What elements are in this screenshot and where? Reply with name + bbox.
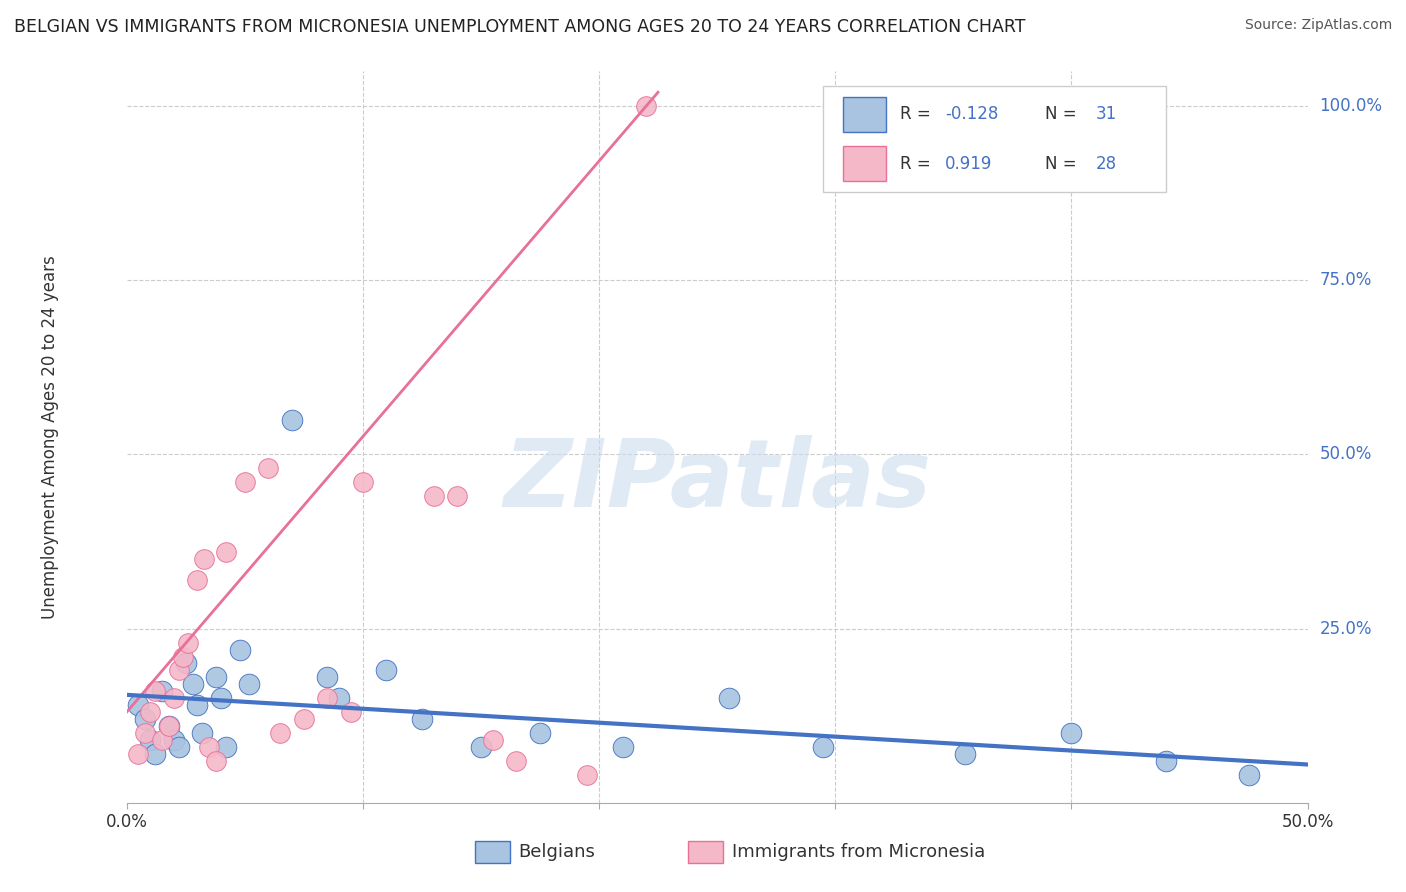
Point [446,489,468,503]
Point [238,677,260,691]
Text: R =: R = [900,105,931,123]
Point [163,691,186,706]
Point [143,747,166,761]
Point [181,677,204,691]
Point [292,712,315,726]
Point [316,691,339,706]
Text: ZIPatlas: ZIPatlas [503,435,931,527]
Point [193,552,215,566]
Text: Immigrants from Micronesia: Immigrants from Micronesia [733,843,986,861]
Point [1154,754,1177,768]
Point [269,726,291,740]
Text: 31: 31 [1097,105,1118,123]
Point [157,719,180,733]
Point [163,733,186,747]
Point [281,412,304,426]
FancyBboxPatch shape [475,841,510,863]
Point [316,670,339,684]
Point [422,489,444,503]
Point [505,754,527,768]
FancyBboxPatch shape [824,86,1166,192]
Point [229,642,252,657]
Text: Unemployment Among Ages 20 to 24 years: Unemployment Among Ages 20 to 24 years [41,255,59,619]
Point [636,99,658,113]
Point [167,664,190,678]
Point [157,719,180,733]
Point [127,747,149,761]
Text: Source: ZipAtlas.com: Source: ZipAtlas.com [1244,18,1392,32]
Point [139,705,162,719]
Point [813,740,835,755]
Text: 28: 28 [1097,154,1118,173]
Text: N =: N = [1046,105,1077,123]
Point [209,691,232,706]
Point [134,712,156,726]
Point [186,698,208,713]
Point [411,712,433,726]
Point [481,733,503,747]
Point [470,740,492,755]
Text: Belgians: Belgians [519,843,596,861]
Text: BELGIAN VS IMMIGRANTS FROM MICRONESIA UNEMPLOYMENT AMONG AGES 20 TO 24 YEARS COR: BELGIAN VS IMMIGRANTS FROM MICRONESIA UN… [14,18,1025,36]
Text: -0.128: -0.128 [945,105,998,123]
Point [139,733,162,747]
Point [1237,768,1260,782]
FancyBboxPatch shape [844,146,886,181]
Point [529,726,551,740]
Text: N =: N = [1046,154,1077,173]
Text: 50.0%: 50.0% [1319,445,1372,464]
Point [205,670,228,684]
Point [167,740,190,755]
Point [375,664,398,678]
Text: 75.0%: 75.0% [1319,271,1372,289]
Text: 100.0%: 100.0% [1319,97,1382,115]
Point [576,768,599,782]
FancyBboxPatch shape [844,96,886,132]
Text: R =: R = [900,154,931,173]
Text: 25.0%: 25.0% [1319,620,1372,638]
Point [717,691,740,706]
Point [134,726,156,740]
Point [174,657,197,671]
Point [191,726,214,740]
Point [612,740,634,755]
Point [215,545,238,559]
Point [150,684,173,698]
Point [328,691,350,706]
Point [186,573,208,587]
Point [352,475,374,490]
Point [257,461,280,475]
Point [953,747,976,761]
Point [127,698,149,713]
Point [1060,726,1083,740]
Point [340,705,363,719]
Point [150,733,173,747]
Point [205,754,228,768]
FancyBboxPatch shape [688,841,723,863]
Point [215,740,238,755]
Point [233,475,256,490]
Point [177,635,200,649]
Point [198,740,221,755]
Point [143,684,166,698]
Point [172,649,194,664]
Text: 0.919: 0.919 [945,154,993,173]
